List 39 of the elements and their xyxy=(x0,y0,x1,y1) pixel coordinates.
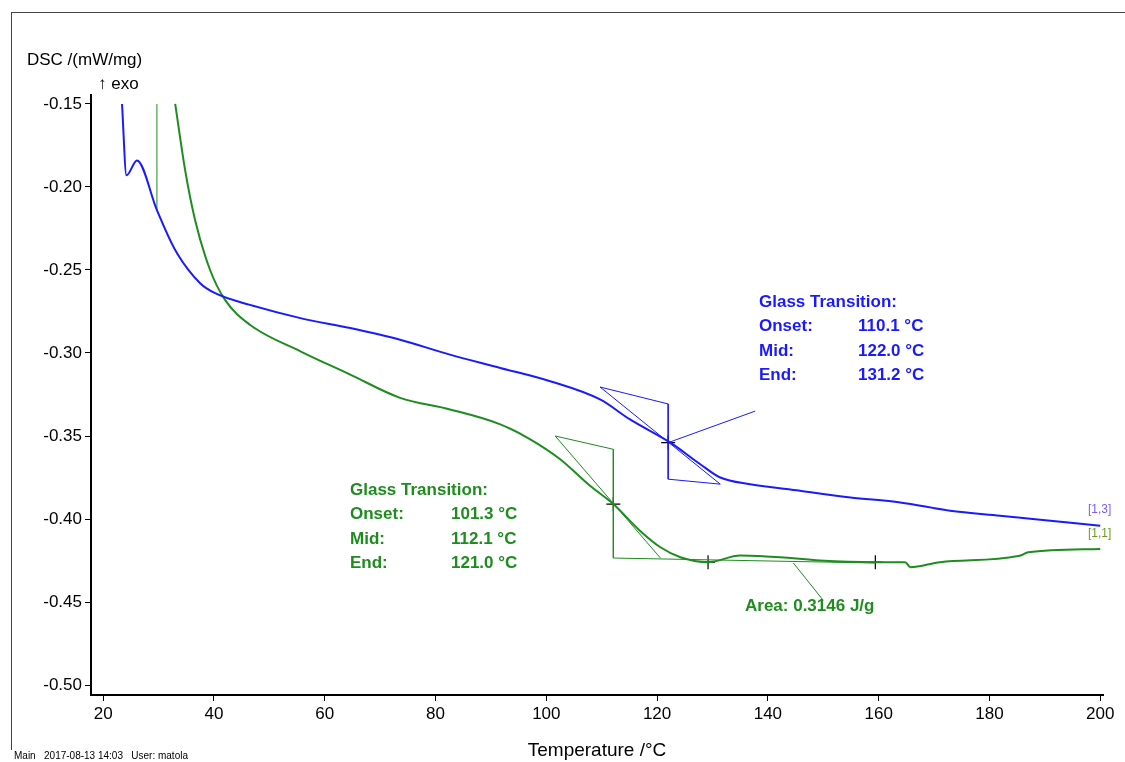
annotation: 122.0 °C xyxy=(858,340,925,360)
x-tick-label: 60 xyxy=(315,703,335,723)
y-tick-label: -0.30 xyxy=(43,342,82,362)
annotation: Glass Transition: xyxy=(350,479,488,499)
x-tick-label: 80 xyxy=(426,703,445,723)
x-tick-label: 120 xyxy=(642,703,672,723)
annotation: 101.3 °C xyxy=(451,503,518,523)
y-axis-title: DSC /(mW/mg) xyxy=(27,49,143,69)
annotation: End: xyxy=(350,552,388,572)
x-tick-label: 100 xyxy=(532,703,561,723)
annotation: End: xyxy=(759,364,797,384)
annotation: [1,3] xyxy=(1088,502,1112,517)
text: ↑ exo xyxy=(98,73,139,93)
x-tick-label: 20 xyxy=(93,703,113,723)
y-tick-label: -0.20 xyxy=(43,176,82,196)
annotation: 121.0 °C xyxy=(451,552,518,572)
x-tick-label: 200 xyxy=(1086,703,1115,723)
annotation: Onset: xyxy=(759,315,813,335)
y-tick-label: -0.25 xyxy=(43,259,82,279)
annotation: 112.1 °C xyxy=(451,528,517,548)
x-axis-title: Temperature /°C xyxy=(527,738,667,760)
x-tick-label: 180 xyxy=(975,703,1004,723)
annotation: Glass Transition: xyxy=(759,291,897,311)
annotation: 131.2 °C xyxy=(858,364,925,384)
annotation: Area: 0.3146 J/g xyxy=(745,595,875,615)
annotation: [1,1] xyxy=(1088,526,1112,541)
annotation: Onset: xyxy=(350,503,404,523)
y-tick-label: -0.15 xyxy=(43,93,82,113)
y-tick-label: -0.45 xyxy=(43,591,82,611)
y-tick-label: -0.40 xyxy=(43,508,82,528)
y-tick-label: -0.50 xyxy=(43,674,82,694)
y-tick-label: -0.35 xyxy=(43,425,82,445)
x-tick-label: 140 xyxy=(753,703,783,723)
x-tick-label: 40 xyxy=(204,703,224,723)
annotation: Mid: xyxy=(350,528,385,548)
x-tick-label: 160 xyxy=(864,703,893,723)
text: Main 2017-08-13 14:03 User: matola xyxy=(14,749,189,761)
annotation: Mid: xyxy=(759,340,794,360)
annotation: 110.1 °C xyxy=(858,315,924,335)
